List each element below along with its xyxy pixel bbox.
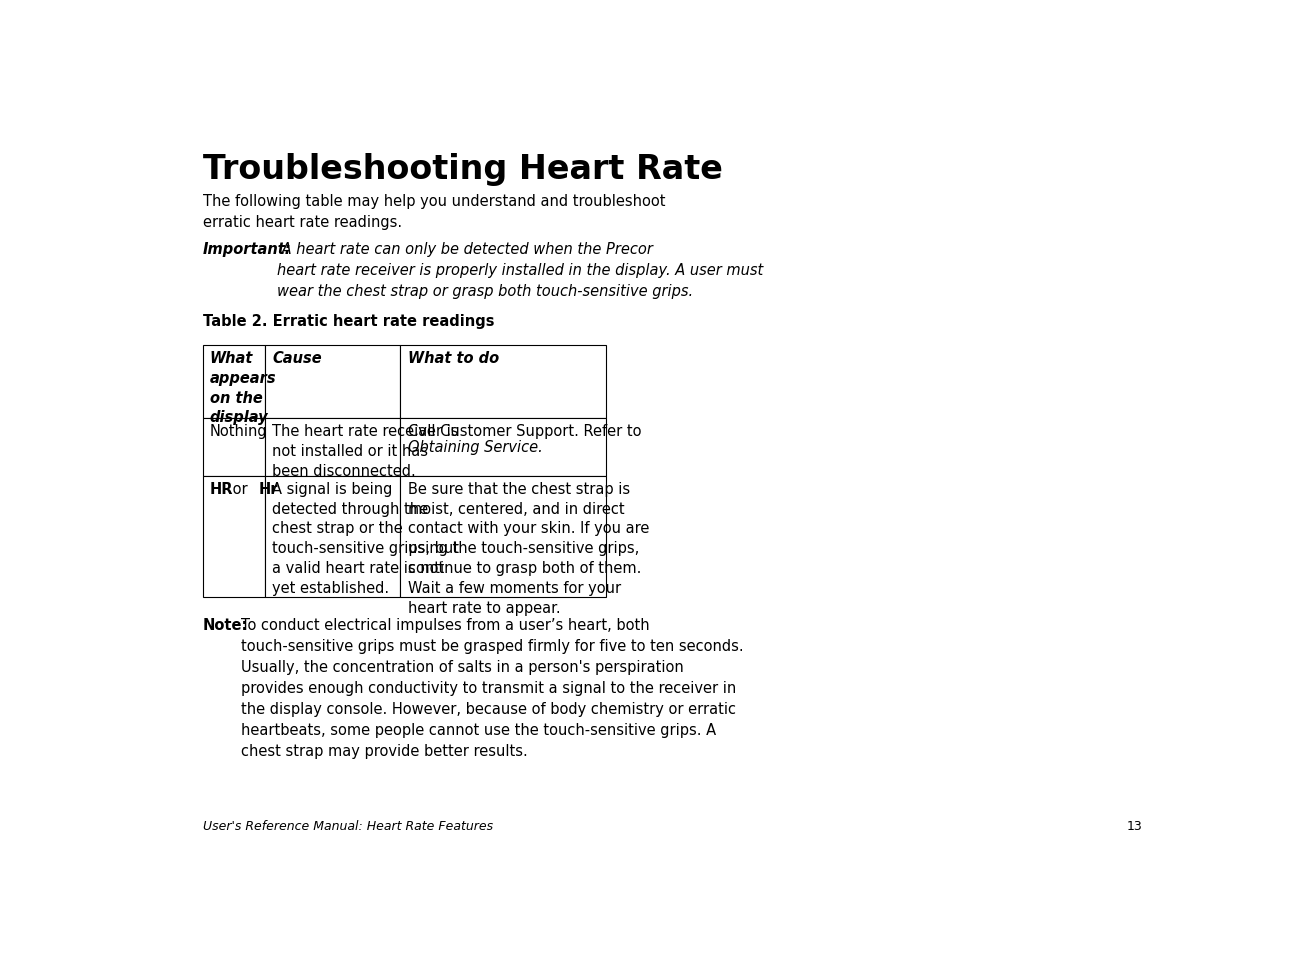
Text: A signal is being
detected through the
chest strap or the
touch-sensitive grips,: A signal is being detected through the c… — [273, 481, 459, 595]
Text: Cause: Cause — [273, 351, 321, 366]
Bar — [400, 476, 606, 598]
Bar — [202, 476, 265, 598]
Bar — [400, 346, 606, 419]
Text: The heart rate receiver is
not installed or it has
been disconnected.: The heart rate receiver is not installed… — [273, 424, 459, 478]
Text: 13: 13 — [1127, 819, 1143, 832]
Text: The following table may help you understand and troubleshoot
erratic heart rate : The following table may help you underst… — [202, 193, 665, 230]
Text: Obtaining Service.: Obtaining Service. — [408, 439, 542, 455]
Bar — [202, 419, 265, 476]
Text: Nothing: Nothing — [210, 424, 268, 439]
Bar — [265, 419, 400, 476]
Text: Be sure that the chest strap is
moist, centered, and in direct
contact with your: Be sure that the chest strap is moist, c… — [408, 481, 649, 615]
Bar — [265, 476, 400, 598]
Text: What
appears
on the
display: What appears on the display — [210, 351, 277, 425]
Bar — [202, 346, 265, 419]
Text: To conduct electrical impulses from a user’s heart, both
touch-sensitive grips m: To conduct electrical impulses from a us… — [241, 618, 744, 759]
Text: Call Customer Support. Refer to: Call Customer Support. Refer to — [408, 424, 642, 439]
Text: Important:: Important: — [202, 241, 291, 256]
Text: What to do: What to do — [408, 351, 499, 366]
Text: Hr: Hr — [258, 481, 278, 497]
Bar — [265, 346, 400, 419]
Text: or: or — [228, 481, 252, 497]
Text: HR: HR — [210, 481, 234, 497]
Bar — [400, 419, 606, 476]
Text: User's Reference Manual: Heart Rate Features: User's Reference Manual: Heart Rate Feat… — [202, 819, 493, 832]
Text: A heart rate can only be detected when the Precor
heart rate receiver is properl: A heart rate can only be detected when t… — [277, 241, 764, 298]
Text: Troubleshooting Heart Rate: Troubleshooting Heart Rate — [202, 152, 723, 186]
Text: Table 2. Erratic heart rate readings: Table 2. Erratic heart rate readings — [202, 314, 495, 329]
Text: Note:: Note: — [202, 618, 248, 633]
